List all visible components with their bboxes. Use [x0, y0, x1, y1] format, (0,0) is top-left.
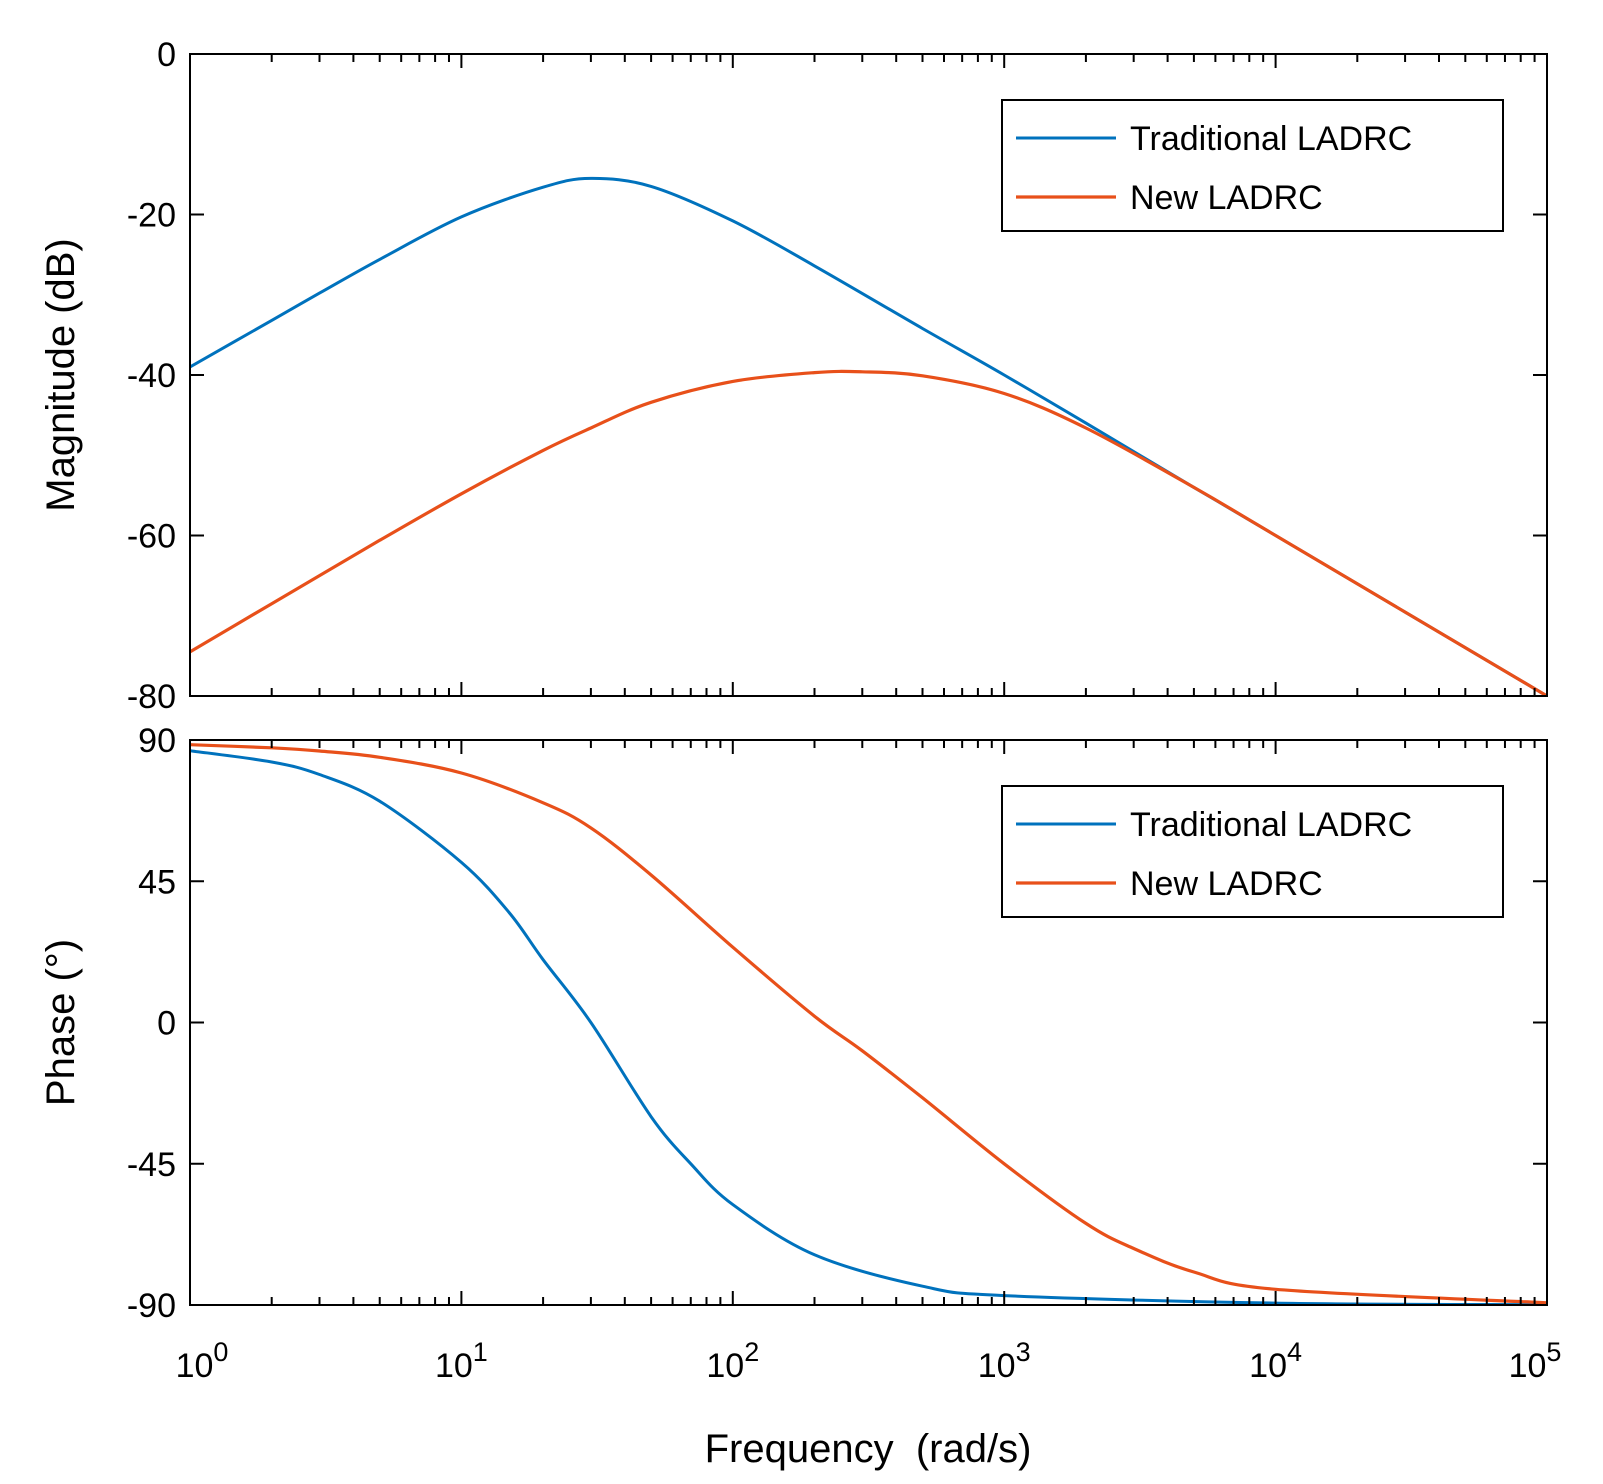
- x-tick-label: 100: [176, 1337, 229, 1385]
- legend: Traditional LADRC New LADRC: [1001, 785, 1504, 918]
- series-line-traditional-ladrc: [190, 176, 1547, 696]
- y-tick-label: 0: [157, 1005, 176, 1043]
- legend-box: [1001, 785, 1504, 918]
- y-tick-label: -90: [127, 1287, 176, 1325]
- y-tick-label: -45: [127, 1146, 176, 1184]
- magnitude-panel: 0 -20 -40 -60 -80 Magnitude (dB) Traditional L…: [39, 36, 1548, 716]
- y-tick-label: -40: [127, 357, 176, 395]
- y-tick-label: 45: [138, 863, 176, 901]
- x-axis-label: Frequency (rad/s): [705, 1427, 1032, 1471]
- y-axis-label: Phase (°): [39, 939, 83, 1106]
- y-tick-label: -20: [127, 197, 176, 235]
- x-tick-label: 104: [1249, 1337, 1302, 1385]
- x-tick-label: 102: [706, 1337, 759, 1385]
- legend-label: New LADRC: [1130, 865, 1323, 903]
- y-tick-label: -60: [127, 518, 176, 556]
- legend: Traditional LADRC New LADRC: [1001, 99, 1504, 232]
- series-line-new-ladrc: [190, 743, 1547, 1305]
- y-axis-label: Magnitude (dB): [39, 238, 83, 511]
- legend-label: Traditional LADRC: [1130, 120, 1412, 158]
- plot-area: [190, 176, 1547, 696]
- x-tick-label: 103: [978, 1337, 1031, 1385]
- series-line-new-ladrc: [190, 369, 1547, 696]
- y-tick-label: 90: [138, 722, 176, 760]
- y-tick-label: -80: [127, 678, 176, 716]
- phase-panel: 90 45 0 -45 -90 Phase (°) 100 101 102 103 104 105 Tr…: [39, 722, 1561, 1385]
- x-tick-label: 105: [1509, 1337, 1562, 1385]
- y-tick-label: 0: [157, 36, 176, 74]
- x-tick-label: 101: [435, 1337, 488, 1385]
- legend-label: New LADRC: [1130, 179, 1323, 217]
- legend-box: [1001, 99, 1504, 232]
- legend-label: Traditional LADRC: [1130, 806, 1412, 844]
